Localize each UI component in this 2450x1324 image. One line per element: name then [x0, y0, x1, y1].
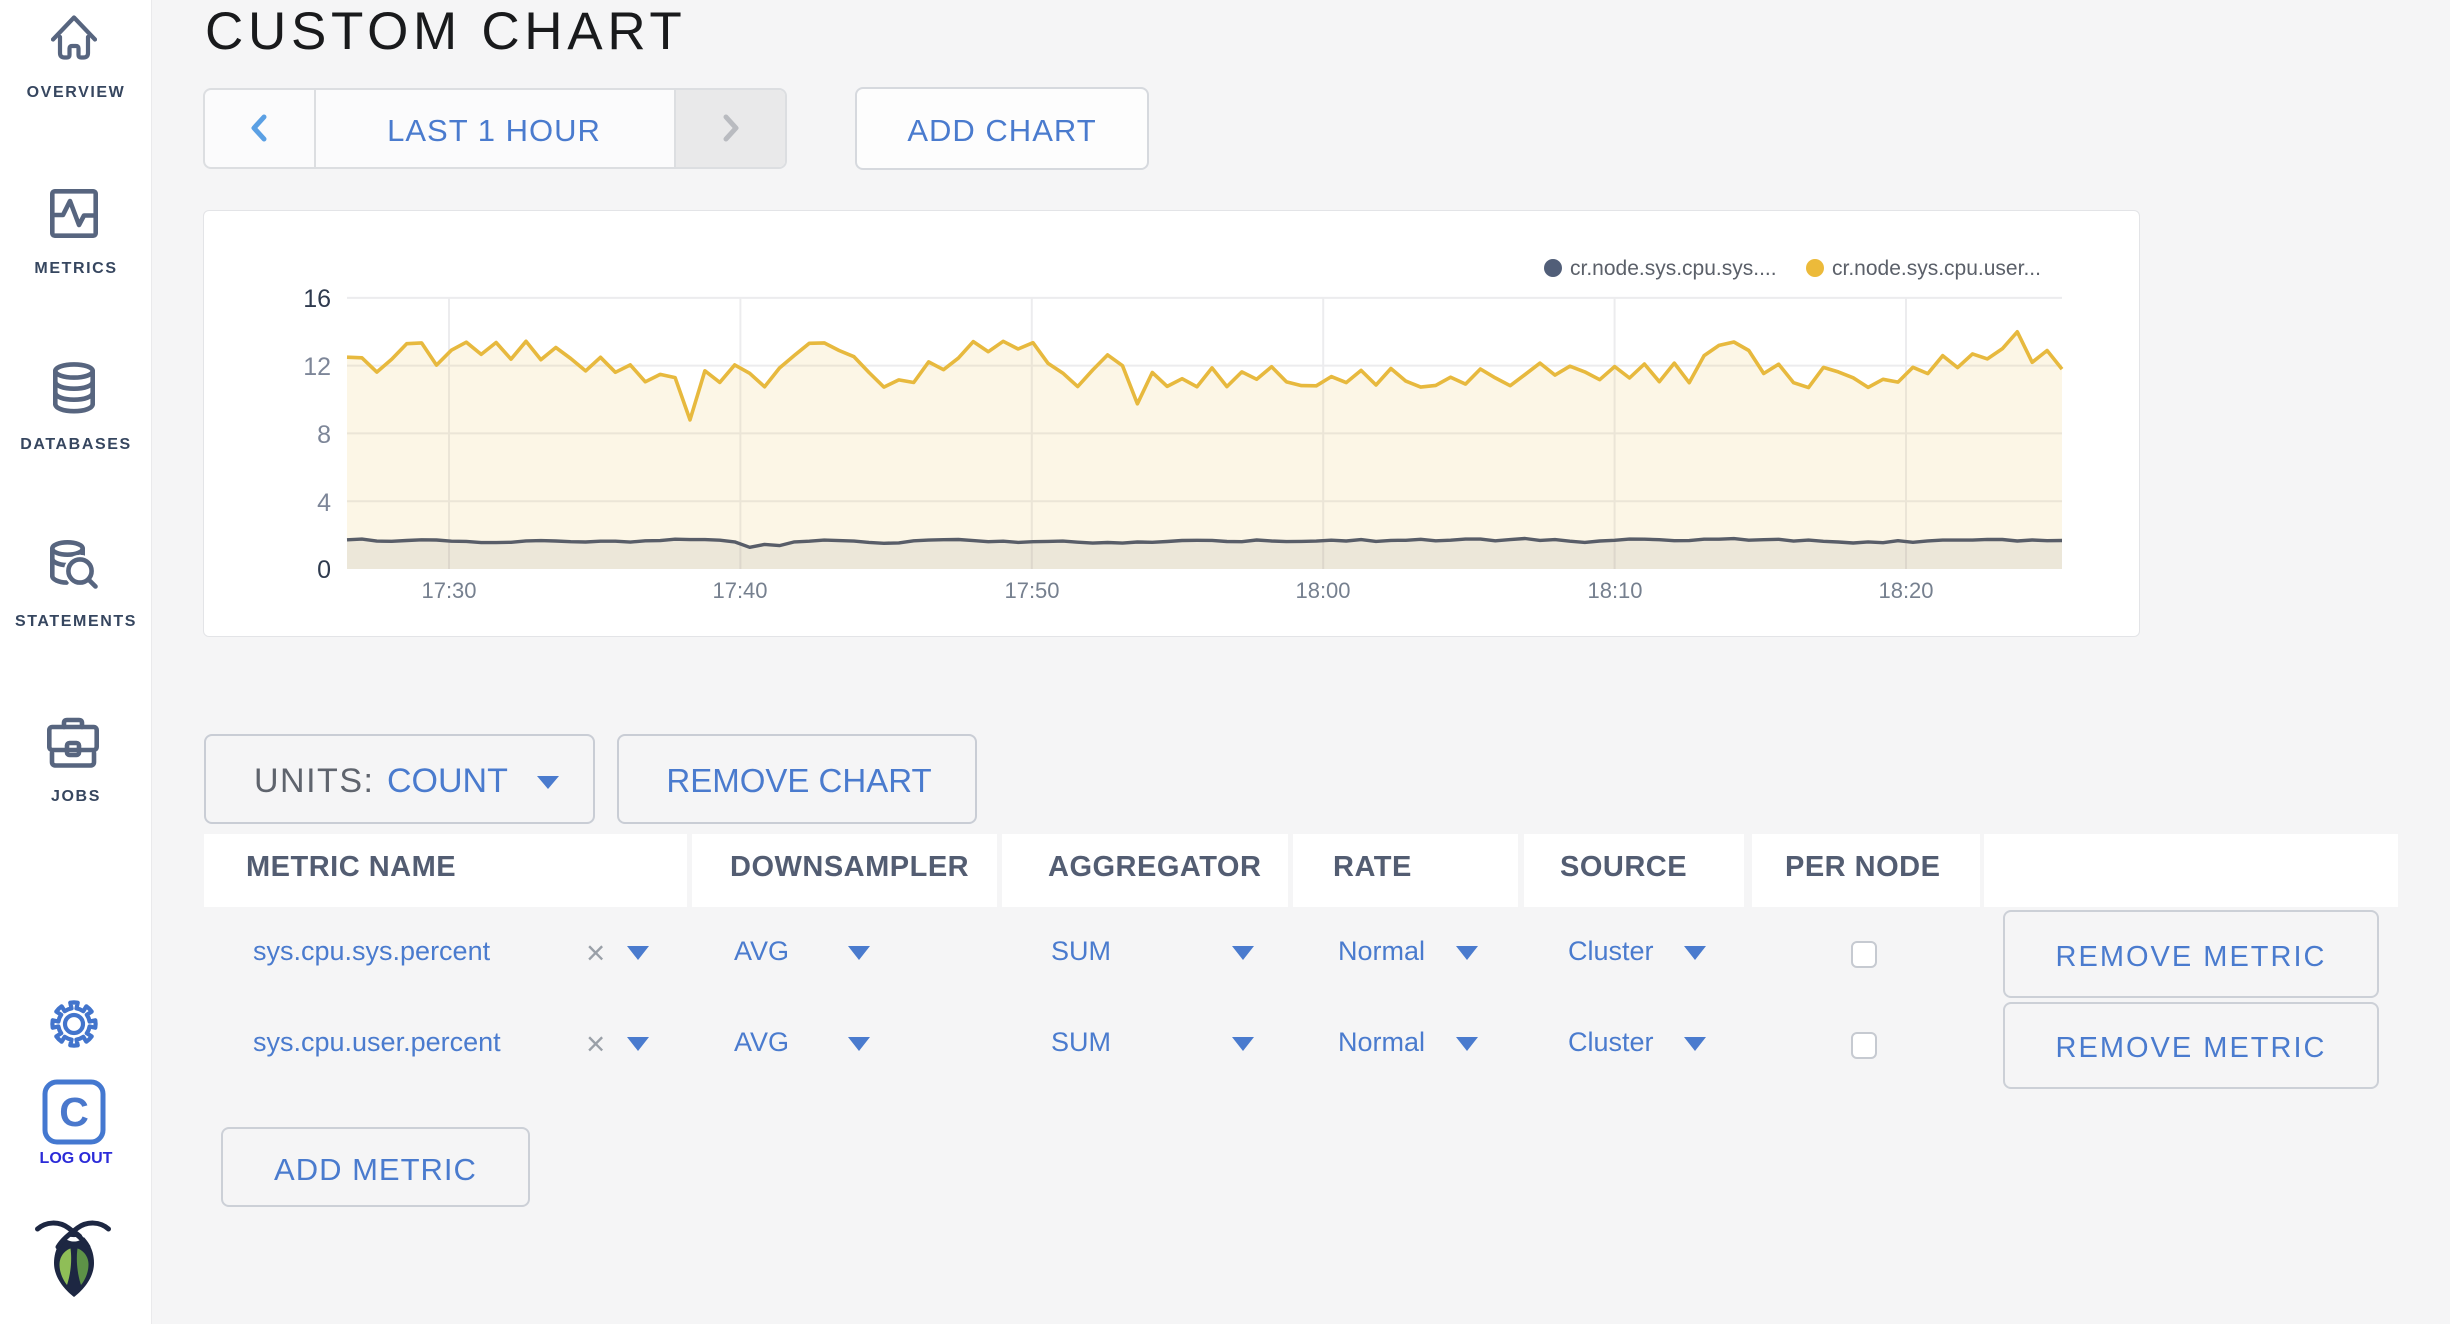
svg-text:C: C	[59, 1089, 89, 1135]
svg-text:cr.node.sys.cpu.sys....: cr.node.sys.cpu.sys....	[1570, 257, 1777, 280]
svg-text:17:30: 17:30	[421, 578, 476, 603]
svg-text:16: 16	[303, 285, 331, 313]
svg-text:12: 12	[303, 353, 331, 381]
svg-text:4: 4	[317, 489, 331, 517]
svg-text:0: 0	[317, 556, 331, 584]
svg-text:17:50: 17:50	[1004, 578, 1059, 603]
svg-text:18:20: 18:20	[1878, 578, 1933, 603]
svg-text:cr.node.sys.cpu.user...: cr.node.sys.cpu.user...	[1832, 257, 2041, 280]
svg-text:17:40: 17:40	[712, 578, 767, 603]
svg-text:8: 8	[317, 421, 331, 449]
svg-text:18:10: 18:10	[1587, 578, 1642, 603]
svg-text:18:00: 18:00	[1295, 578, 1350, 603]
